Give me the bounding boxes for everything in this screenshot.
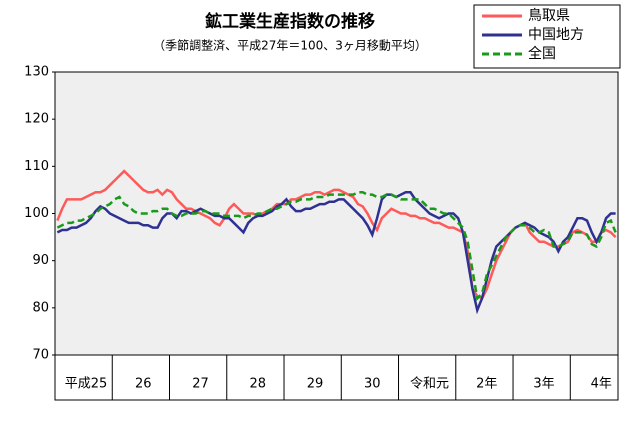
x-tick-label: 2年 <box>476 377 497 392</box>
x-tick-label: 令和元 <box>410 377 449 392</box>
x-tick-label: 27 <box>192 377 209 392</box>
y-tick-label: 130 <box>24 65 49 80</box>
chart-title: 鉱工業生産指数の推移 <box>205 11 375 32</box>
legend-label: 鳥取県 <box>528 8 570 24</box>
chart-subtitle: （季節調整済、平成27年＝100、3ヶ月移動平均） <box>153 38 427 53</box>
x-tick-label: 28 <box>250 377 267 392</box>
y-tick-label: 120 <box>24 112 49 127</box>
y-tick-label: 80 <box>32 300 49 315</box>
x-axis-box <box>54 354 619 401</box>
y-tick-label: 110 <box>24 159 49 174</box>
y-tick-label: 90 <box>32 253 49 268</box>
series-line <box>56 191 617 301</box>
x-tick-label: 3年 <box>533 377 554 392</box>
x-tick-label: 26 <box>135 377 152 392</box>
legend-label: 全国 <box>528 45 556 62</box>
x-tick-label: 4年 <box>591 377 612 392</box>
y-tick-label: 100 <box>24 206 49 221</box>
x-tick-label: 29 <box>307 377 324 392</box>
plot-area <box>54 71 619 356</box>
legend-label: 中国地方 <box>528 27 584 43</box>
x-tick-label: 平成25 <box>65 377 108 392</box>
y-tick-label: 70 <box>32 348 49 363</box>
x-tick-label: 30 <box>364 377 381 392</box>
